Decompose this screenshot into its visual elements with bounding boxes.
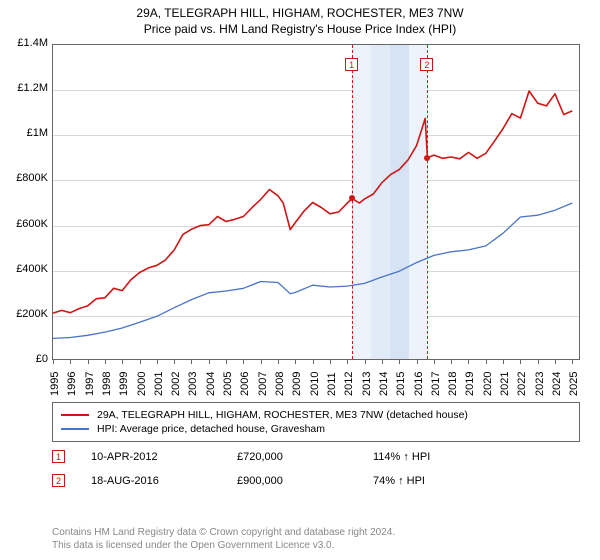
sale-dot xyxy=(349,195,355,201)
x-axis-label: 2001 xyxy=(153,372,165,396)
y-axis-label: £1M xyxy=(8,127,48,139)
x-axis-label: 2021 xyxy=(499,372,511,396)
sale-dot xyxy=(424,155,430,161)
x-axis-label: 2018 xyxy=(447,372,459,396)
chart-plot-area xyxy=(52,44,580,360)
sale-price: £900,000 xyxy=(237,475,367,487)
x-axis-label: 2012 xyxy=(343,372,355,396)
x-axis-label: 2011 xyxy=(326,372,338,396)
x-axis-label: 2015 xyxy=(395,372,407,396)
legend-box: 29A, TELEGRAPH HILL, HIGHAM, ROCHESTER, … xyxy=(52,402,580,442)
x-axis-label: 2014 xyxy=(378,372,390,396)
sale-row-marker: 1 xyxy=(52,450,65,463)
x-axis-label: 2008 xyxy=(274,372,286,396)
y-axis-label: £400K xyxy=(8,263,48,275)
sale-row: 1 10-APR-2012 £720,000 114% ↑ HPI xyxy=(52,450,430,463)
legend-row-hpi: HPI: Average price, detached house, Grav… xyxy=(61,422,571,436)
x-axis-label: 2004 xyxy=(205,372,217,396)
sale-date: 10-APR-2012 xyxy=(71,451,231,463)
x-axis-label: 2005 xyxy=(222,372,234,396)
legend-swatch-hpi xyxy=(61,428,89,430)
y-axis-label: £600K xyxy=(8,218,48,230)
legend-row-price: 29A, TELEGRAPH HILL, HIGHAM, ROCHESTER, … xyxy=(61,408,571,422)
sale-marker: 1 xyxy=(345,58,358,71)
x-axis-label: 1996 xyxy=(66,372,78,396)
y-axis-label: £0 xyxy=(8,353,48,365)
sale-row-marker: 2 xyxy=(52,474,65,487)
x-axis-label: 2016 xyxy=(413,372,425,396)
x-axis-label: 2019 xyxy=(464,372,476,396)
y-axis-label: £1.4M xyxy=(8,37,48,49)
footnote: Contains HM Land Registry data © Crown c… xyxy=(52,527,580,552)
legend-swatch-price xyxy=(61,414,89,416)
sale-date: 18-AUG-2016 xyxy=(71,475,231,487)
y-axis-label: £1.2M xyxy=(8,82,48,94)
x-axis-label: 2003 xyxy=(187,372,199,396)
x-axis-label: 2025 xyxy=(568,372,580,396)
x-axis-label: 2013 xyxy=(361,372,373,396)
legend-label-price: 29A, TELEGRAPH HILL, HIGHAM, ROCHESTER, … xyxy=(97,409,468,421)
x-axis-label: 2024 xyxy=(551,372,563,396)
header: 29A, TELEGRAPH HILL, HIGHAM, ROCHESTER, … xyxy=(0,0,600,37)
x-axis-label: 2009 xyxy=(291,372,303,396)
x-axis-label: 1999 xyxy=(118,372,130,396)
sale-marker: 2 xyxy=(420,58,433,71)
series-svg xyxy=(53,45,581,361)
x-axis-label: 1997 xyxy=(84,372,96,396)
sale-delta: 74% ↑ HPI xyxy=(373,475,425,487)
series-price_paid xyxy=(53,91,572,313)
chart-title-line1: 29A, TELEGRAPH HILL, HIGHAM, ROCHESTER, … xyxy=(0,6,600,22)
footnote-line2: This data is licensed under the Open Gov… xyxy=(52,540,580,553)
x-axis-label: 2023 xyxy=(534,372,546,396)
x-axis-label: 2020 xyxy=(482,372,494,396)
x-axis-label: 2017 xyxy=(430,372,442,396)
legend-label-hpi: HPI: Average price, detached house, Grav… xyxy=(97,423,325,435)
x-axis-label: 2022 xyxy=(516,372,528,396)
sale-delta: 114% ↑ HPI xyxy=(373,451,430,463)
x-axis-label: 2000 xyxy=(136,372,148,396)
chart-title-line2: Price paid vs. HM Land Registry's House … xyxy=(0,22,600,38)
x-axis-label: 2002 xyxy=(170,372,182,396)
x-axis-label: 1995 xyxy=(49,372,61,396)
y-axis-label: £800K xyxy=(8,172,48,184)
sale-row: 2 18-AUG-2016 £900,000 74% ↑ HPI xyxy=(52,474,425,487)
footnote-line1: Contains HM Land Registry data © Crown c… xyxy=(52,527,580,540)
x-axis-label: 2006 xyxy=(239,372,251,396)
x-axis-label: 1998 xyxy=(101,372,113,396)
x-axis-label: 2010 xyxy=(309,372,321,396)
y-axis-label: £200K xyxy=(8,308,48,320)
sale-price: £720,000 xyxy=(237,451,367,463)
series-hpi xyxy=(53,203,572,338)
x-axis-label: 2007 xyxy=(257,372,269,396)
chart-container: 29A, TELEGRAPH HILL, HIGHAM, ROCHESTER, … xyxy=(0,0,600,560)
